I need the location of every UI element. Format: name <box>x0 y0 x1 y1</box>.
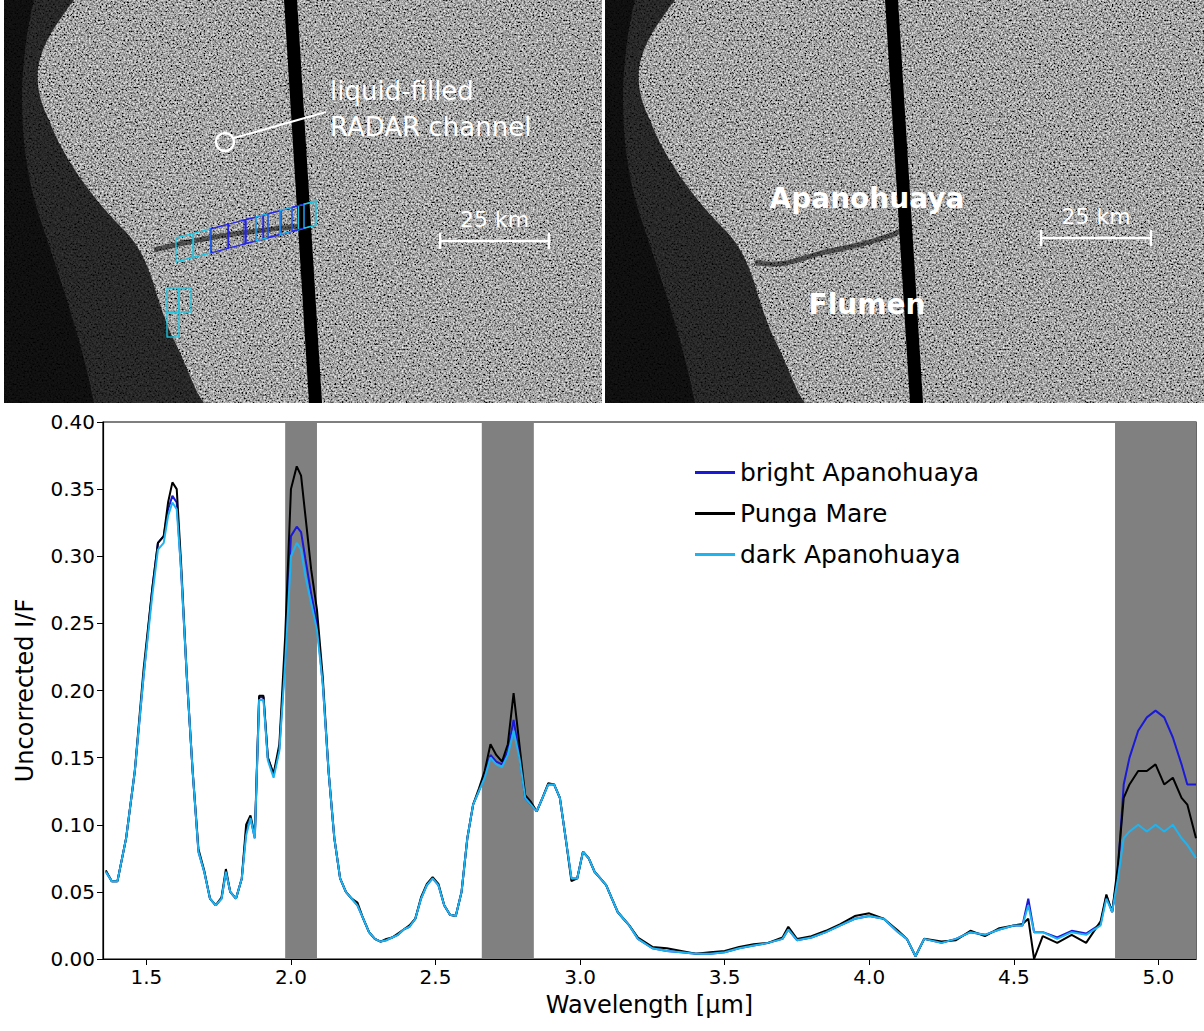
svg-text:liquid-filled: liquid-filled <box>330 76 474 106</box>
svg-text:25 km: 25 km <box>460 207 529 232</box>
svg-text:Uncorrected I/F: Uncorrected I/F <box>11 599 39 782</box>
svg-text:Wavelength [µm]: Wavelength [µm] <box>546 991 753 1019</box>
svg-text:0.10: 0.10 <box>50 813 95 837</box>
svg-text:0.35: 0.35 <box>50 477 95 501</box>
svg-text:bright Apanohuaya: bright Apanohuaya <box>740 458 979 487</box>
svg-text:0.15: 0.15 <box>50 746 95 770</box>
svg-text:1.5: 1.5 <box>130 965 162 989</box>
svg-text:0.00: 0.00 <box>50 947 95 971</box>
svg-text:4.5: 4.5 <box>998 965 1030 989</box>
svg-text:0.30: 0.30 <box>50 544 95 568</box>
svg-text:3.5: 3.5 <box>709 965 741 989</box>
svg-text:Punga Mare: Punga Mare <box>740 499 887 528</box>
svg-text:RADAR channel: RADAR channel <box>330 112 531 142</box>
svg-text:2.0: 2.0 <box>275 965 307 989</box>
svg-text:2.5: 2.5 <box>420 965 452 989</box>
svg-text:5.0: 5.0 <box>1143 965 1175 989</box>
svg-text:Apanohuaya: Apanohuaya <box>770 182 965 215</box>
svg-text:25 km: 25 km <box>1061 204 1130 229</box>
svg-text:Flumen: Flumen <box>809 288 926 321</box>
svg-text:3.0: 3.0 <box>564 965 596 989</box>
svg-text:0.40: 0.40 <box>50 410 95 434</box>
svg-text:0.20: 0.20 <box>50 679 95 703</box>
svg-text:0.25: 0.25 <box>50 611 95 635</box>
svg-text:0.05: 0.05 <box>50 880 95 904</box>
svg-text:4.0: 4.0 <box>853 965 885 989</box>
svg-text:dark Apanohuaya: dark Apanohuaya <box>740 540 960 569</box>
